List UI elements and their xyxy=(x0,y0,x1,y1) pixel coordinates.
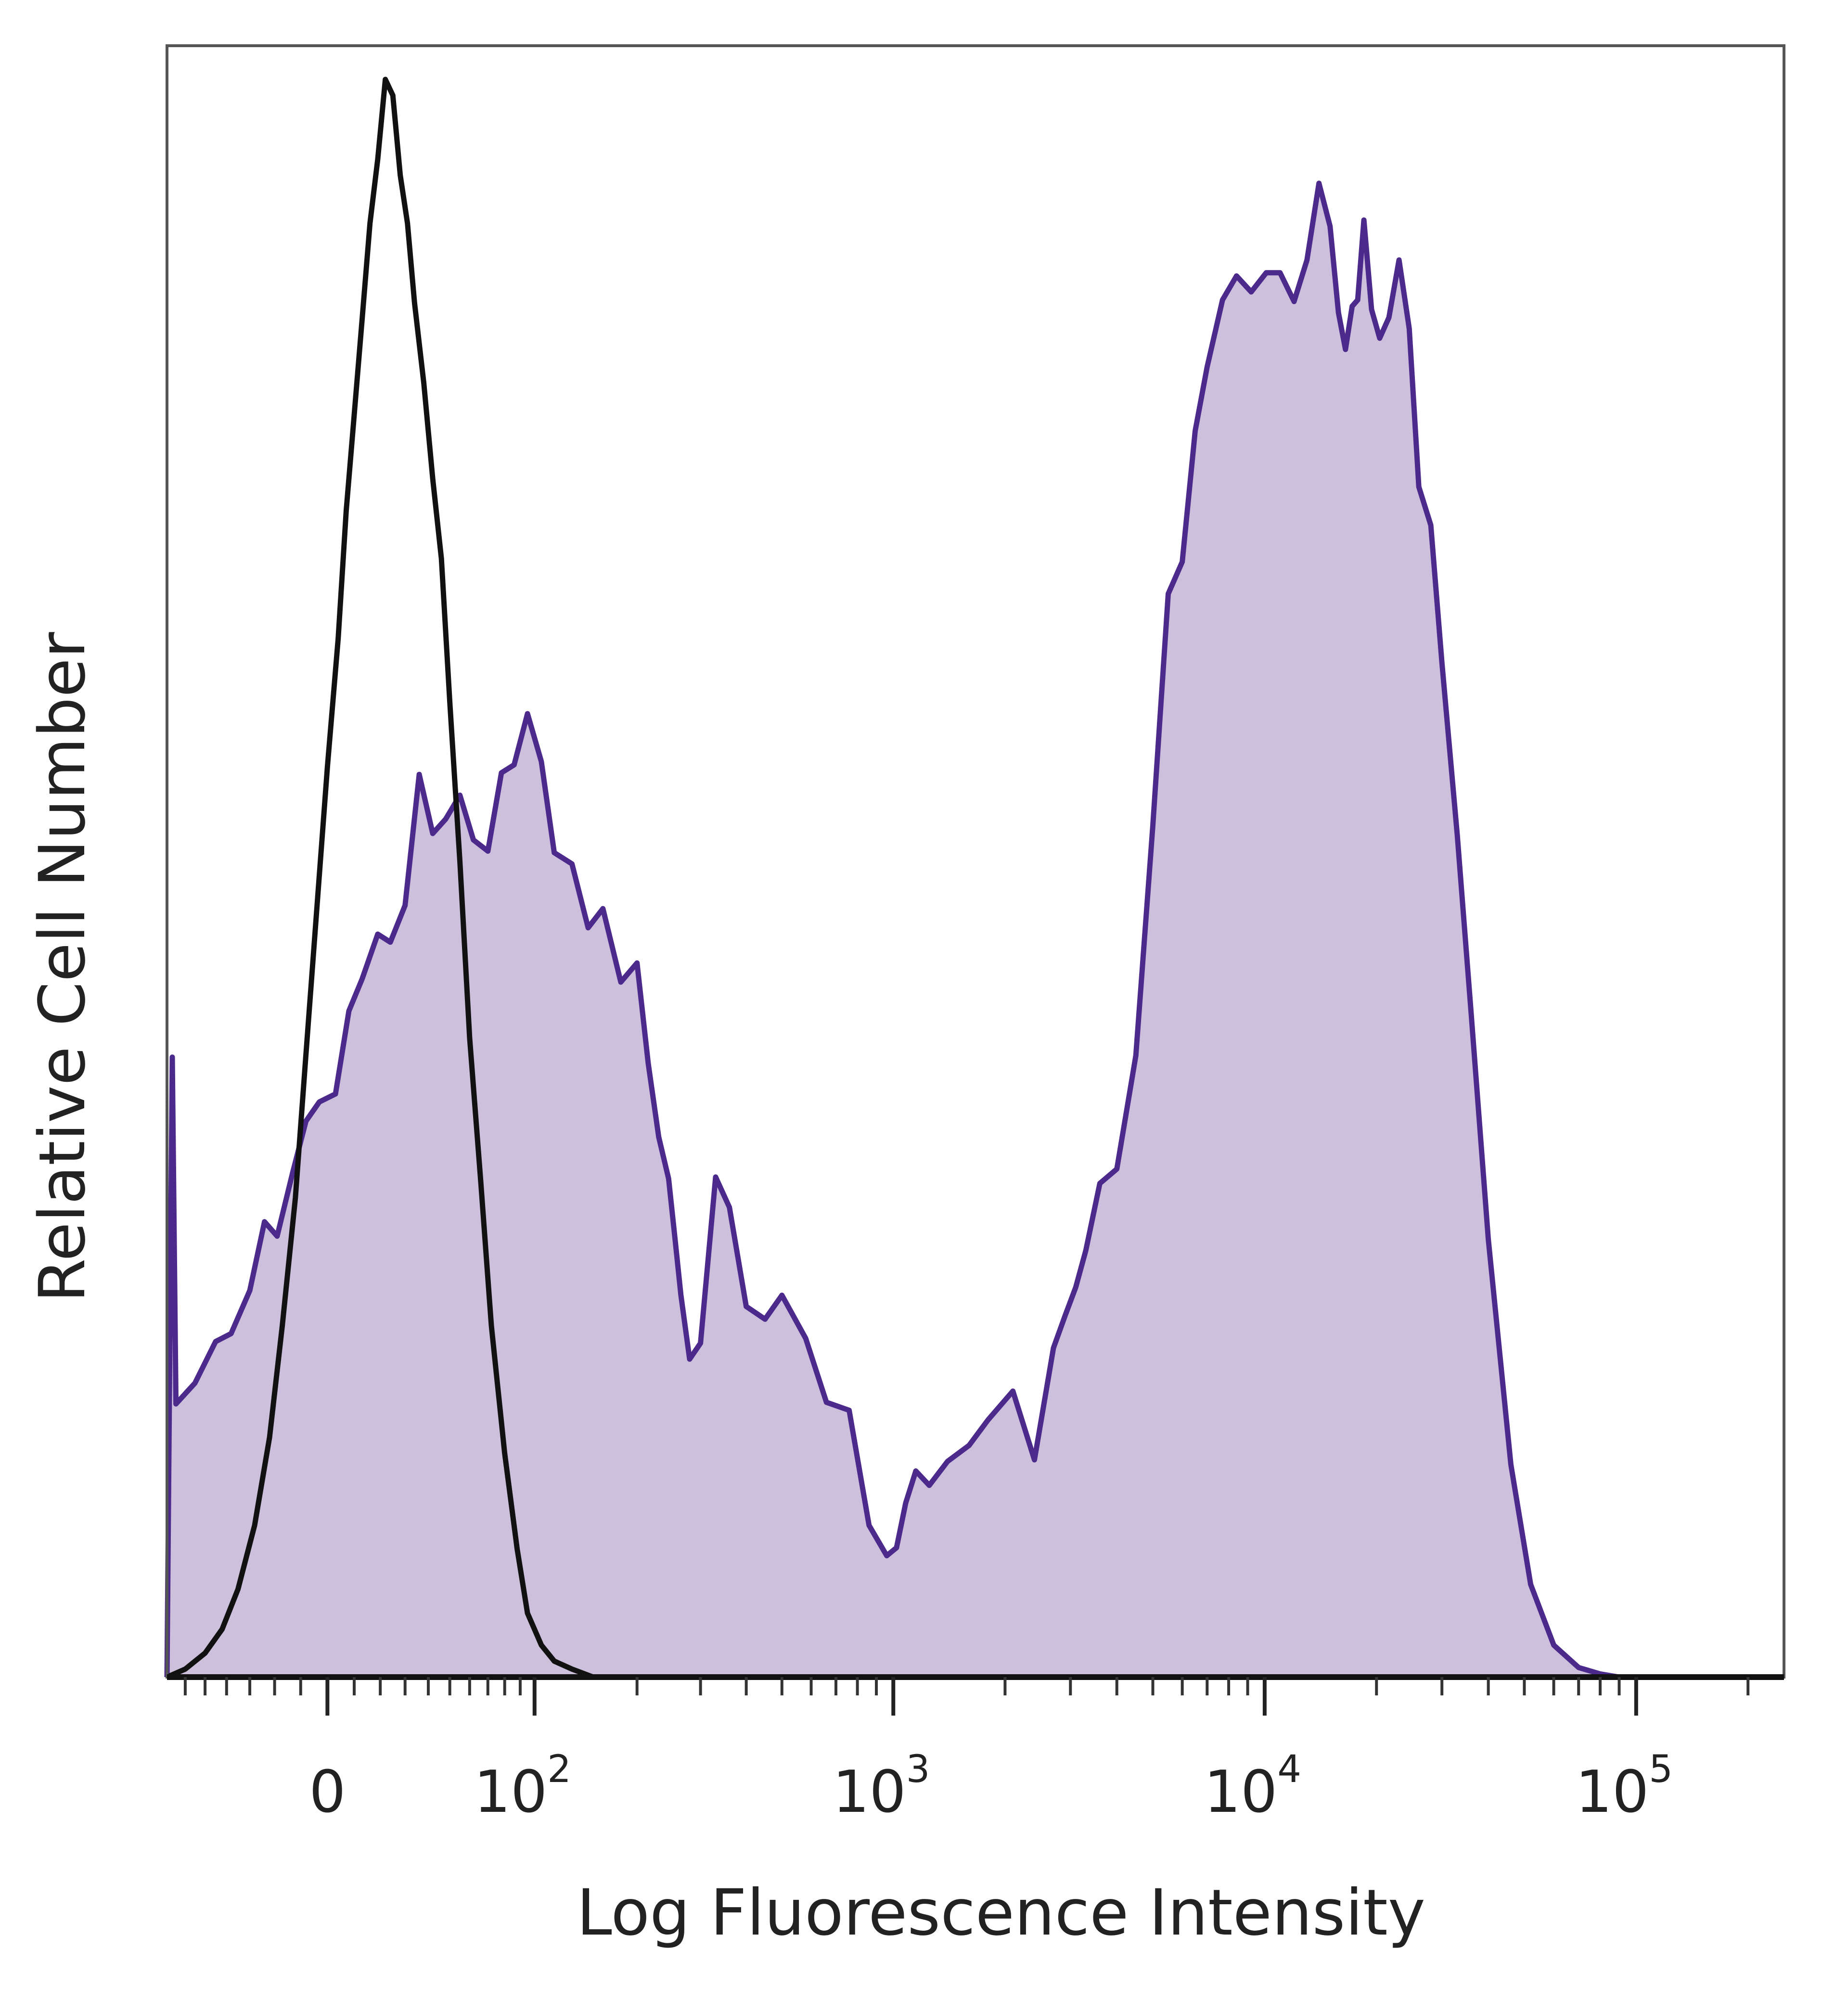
series-layer xyxy=(164,77,1784,1680)
y-axis-label: Relative Cell Number xyxy=(26,632,100,1303)
series-0-area xyxy=(167,183,1784,1677)
x-tick-label: 0 xyxy=(309,1759,346,1826)
x-tick-label: 105 xyxy=(1576,1748,1673,1826)
x-tick-label: 103 xyxy=(833,1748,930,1826)
series-0-line xyxy=(164,180,1784,1680)
series-1-line xyxy=(166,77,1784,1680)
x-tick-label: 102 xyxy=(474,1748,571,1826)
x-tick-label: 104 xyxy=(1204,1748,1301,1826)
tick-layer: 0 102 103 104 105 xyxy=(183,1677,1750,1826)
x-axis-label: Log Fluorescence Intensity xyxy=(577,1876,1425,1950)
